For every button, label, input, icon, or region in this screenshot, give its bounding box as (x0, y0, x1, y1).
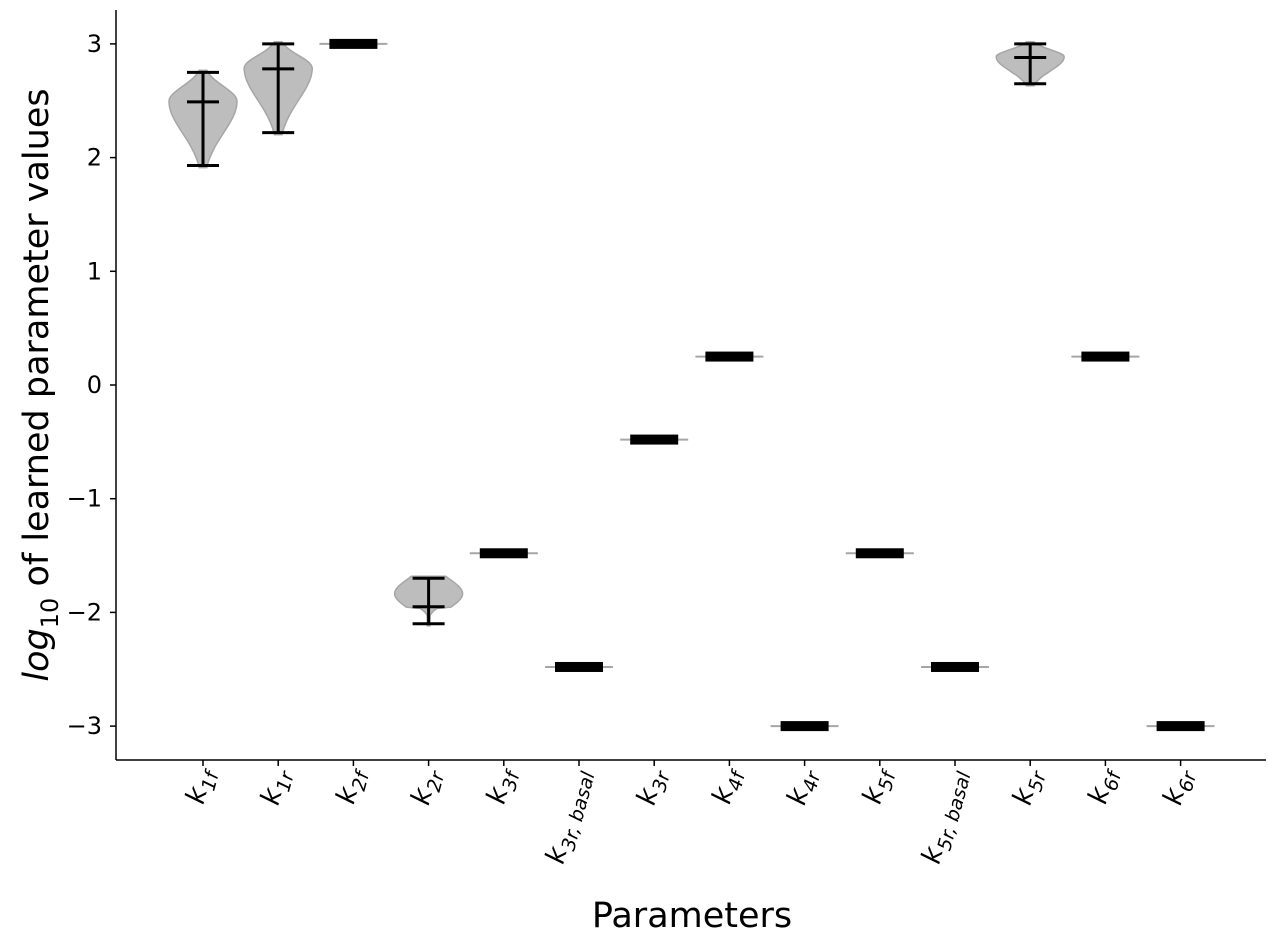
violin-median-bar (479, 548, 528, 559)
violin-median-bar (329, 38, 378, 49)
x-tick-label-subscript: 3f (498, 766, 525, 793)
violin (921, 661, 989, 672)
x-tick-label-subscript: 4f (724, 766, 751, 793)
x-tick-label: k1r (255, 765, 299, 810)
violin-median-bar (705, 351, 754, 362)
x-tick-label-subscript: 3r (648, 768, 675, 794)
x-tick-label: k2f (330, 763, 375, 809)
x-tick-label: k5r, basal (916, 765, 976, 868)
x-tick-label: k3r (631, 765, 675, 810)
x-tick-label: k5r (1007, 765, 1051, 810)
x-tick-label: k4r (781, 765, 825, 810)
x-tick-label-subscript: 6f (1100, 766, 1127, 793)
violin (168, 69, 238, 169)
y-ticks: −3 −2 −1 0 1 2 3 (67, 30, 116, 740)
x-tick-label: k1f (180, 763, 225, 809)
violin (620, 434, 689, 445)
violin-median-bar (1081, 351, 1130, 362)
y-axis-label: log10 of learned parameter values (17, 88, 64, 681)
violin-median-bar (1156, 721, 1205, 732)
x-tick-label: k2r (405, 765, 449, 810)
x-tick-label: k4f (706, 763, 751, 809)
y-axis-label-subscript: 10 (36, 598, 64, 629)
x-tick-label-subscript: 6r (1175, 768, 1202, 794)
violin (1146, 721, 1215, 732)
violin (393, 575, 464, 627)
violin-median-bar (630, 434, 679, 445)
violins-layer (168, 38, 1215, 732)
x-tick-label-subscript: 1r (272, 768, 299, 794)
y-axis-label-log: log (17, 628, 57, 681)
violin (695, 351, 764, 362)
violin (243, 41, 313, 136)
violin-median-bar (855, 548, 904, 559)
violin (770, 721, 839, 732)
x-ticks: k1f k1r k2f k2r k3f k3r, basal k3r k4f k4r k5f k5r… (180, 760, 1201, 868)
violin (1071, 351, 1140, 362)
violin (845, 548, 914, 559)
y-tick-label: 3 (87, 30, 102, 58)
x-tick-label: k6f (1082, 763, 1127, 809)
violin (469, 548, 538, 559)
x-tick-label: k5f (857, 763, 902, 809)
violin (995, 41, 1065, 87)
x-tick-label: k3r, basal (540, 765, 600, 868)
y-tick-label: 1 (87, 257, 102, 285)
violin (545, 661, 613, 672)
x-tick-label-subscript: 5r, basal (933, 769, 975, 853)
y-tick-label: −1 (67, 485, 102, 513)
y-axis-label-rest: of learned parameter values (17, 88, 57, 597)
x-tick-label: k6r (1157, 765, 1201, 810)
y-tick-label: −3 (67, 712, 102, 740)
x-tick-label: k3f (481, 763, 526, 809)
y-tick-label: 0 (87, 371, 102, 399)
violin (319, 38, 388, 49)
x-axis-label: Parameters (592, 896, 792, 935)
x-tick-label-subscript: 4r (799, 768, 826, 794)
x-tick-label-subscript: 5r (1024, 768, 1051, 794)
x-tick-label-subscript: 1f (197, 766, 224, 793)
x-tick-label-subscript: 5f (874, 766, 901, 793)
x-tick-label-subscript: 3r, basal (557, 769, 599, 853)
x-tick-label-subscript: 2r (423, 768, 450, 794)
violin-median-bar (931, 661, 979, 672)
y-tick-label: 2 (87, 144, 102, 172)
x-tick-label-subscript: 2f (348, 766, 375, 793)
y-tick-label: −2 (67, 598, 102, 626)
violin-median-bar (555, 661, 603, 672)
axes-layer (115, 10, 1266, 761)
violin-median-bar (780, 721, 829, 732)
